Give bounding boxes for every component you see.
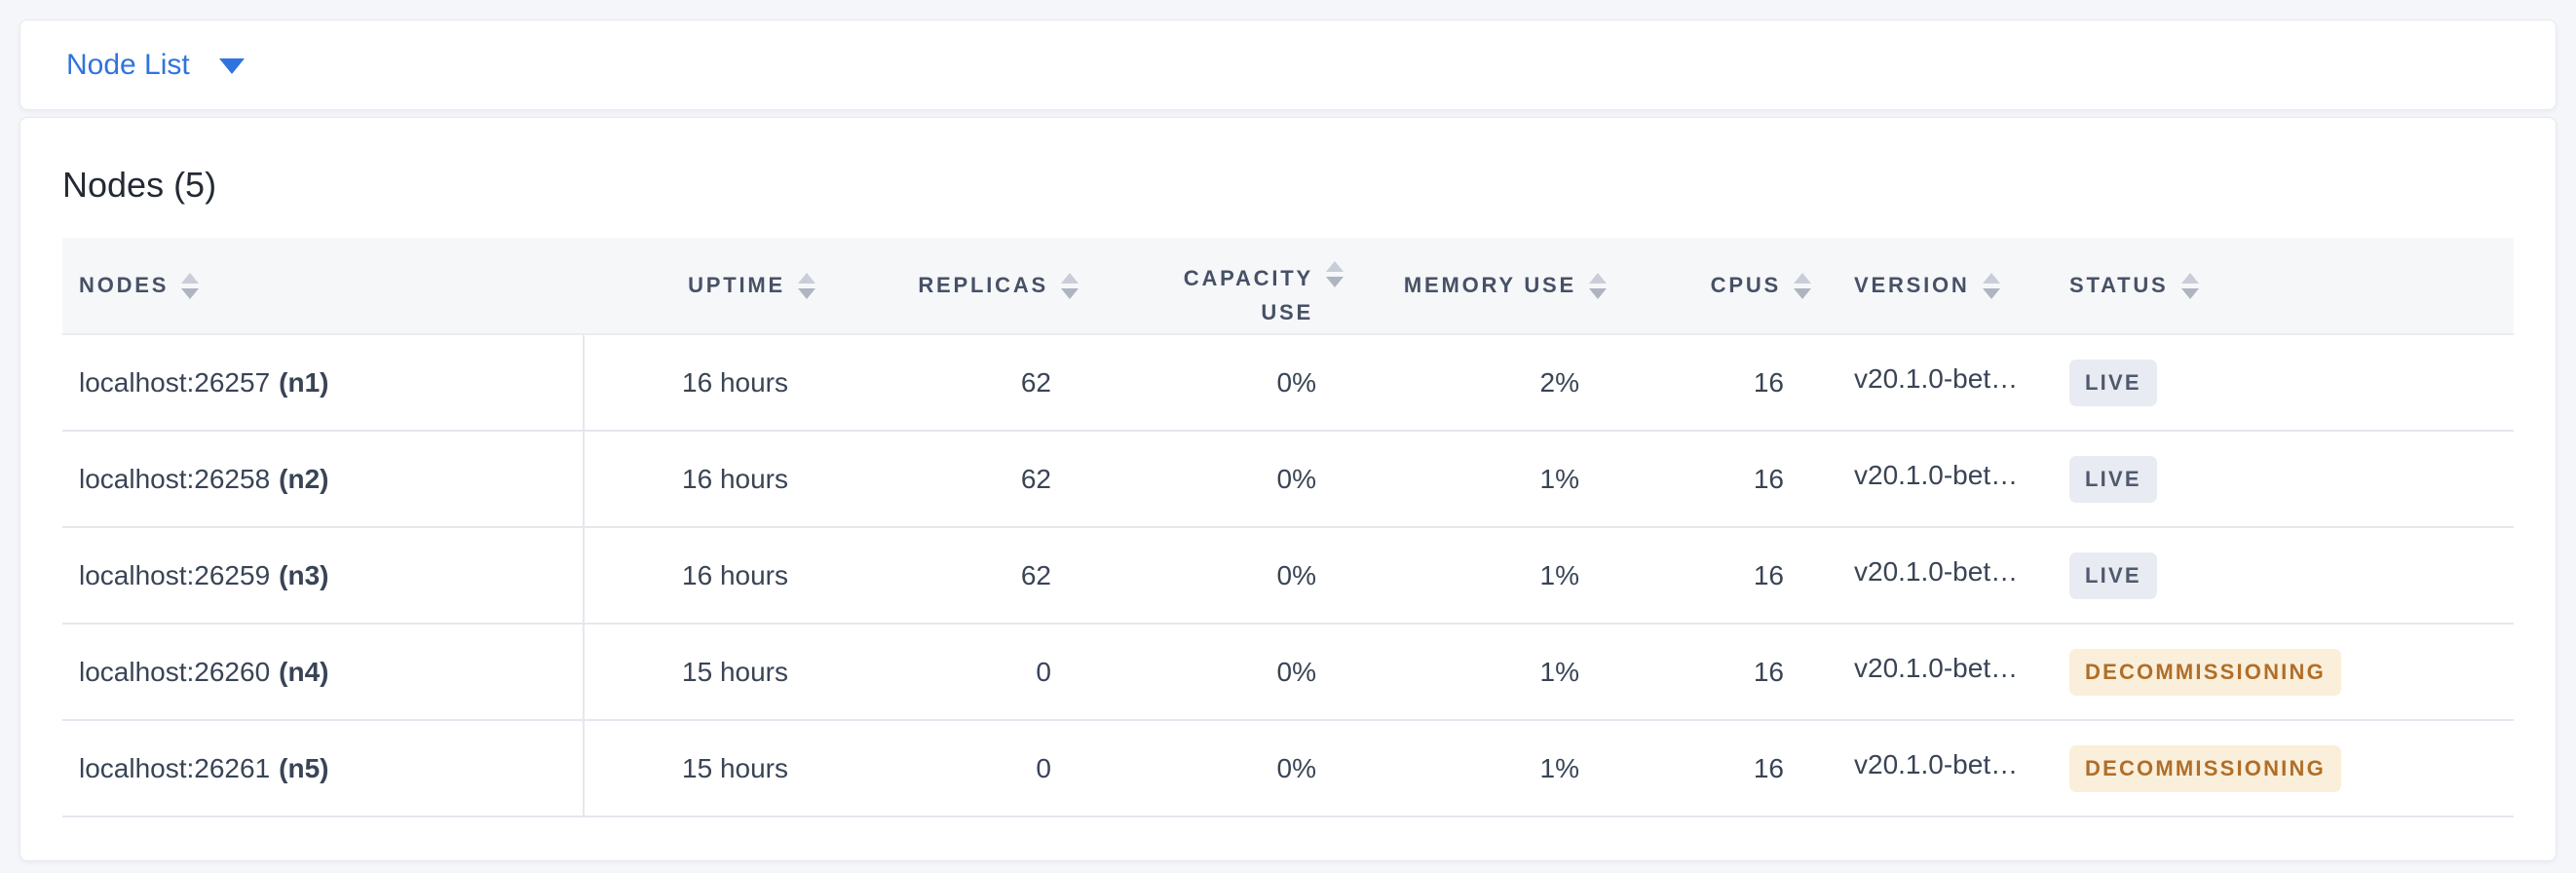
node-link[interactable]: localhost:26259 [79, 559, 271, 590]
cell-capacity-use: 0% [1090, 334, 1355, 432]
version-text: v20.1.0-bet… [1854, 749, 2019, 779]
cell-version: v20.1.0-bet… [1823, 720, 2057, 817]
version-text: v20.1.0-bet… [1854, 653, 2019, 683]
column-label: STATUS [2069, 273, 2169, 297]
sort-icon [1589, 272, 1607, 299]
table-row: localhost:26261 (n5) 15 hours 0 0% 1% 16 … [62, 720, 2514, 817]
table-header-row: NODES UPTIME REPLICAS [62, 238, 2514, 335]
column-label: UPTIME [688, 273, 785, 297]
node-link[interactable]: localhost:26260 [79, 656, 271, 687]
status-badge: LIVE [2069, 455, 2157, 503]
cell-node: localhost:26258 (n2) [62, 431, 585, 528]
status-badge: LIVE [2069, 551, 2157, 599]
node-id: (n3) [279, 559, 329, 590]
cell-version: v20.1.0-bet… [1823, 624, 2057, 721]
cell-cpus: 16 [1618, 720, 1823, 817]
sort-icon [1794, 272, 1811, 299]
cell-capacity-use: 0% [1090, 431, 1355, 528]
cell-replicas: 62 [827, 431, 1090, 528]
node-link[interactable]: localhost:26257 [79, 366, 271, 398]
table-row: localhost:26260 (n4) 15 hours 0 0% 1% 16 … [62, 624, 2514, 721]
column-header-memory-use[interactable]: MEMORY USE [1355, 238, 1618, 335]
nodes-table: NODES UPTIME REPLICAS [62, 238, 2514, 817]
cell-capacity-use: 0% [1090, 720, 1355, 817]
version-text: v20.1.0-bet… [1854, 460, 2019, 490]
cell-capacity-use: 0% [1090, 624, 1355, 721]
column-header-replicas[interactable]: REPLICAS [827, 238, 1090, 335]
cell-node: localhost:26257 (n1) [62, 334, 585, 432]
sort-icon [1326, 261, 1344, 287]
node-id: (n2) [279, 463, 329, 494]
column-label: CPUS [1710, 273, 1781, 297]
cell-status: LIVE [2057, 527, 2514, 625]
column-label: CAPACITY USE [1183, 266, 1313, 325]
column-header-nodes[interactable]: NODES [62, 238, 584, 335]
cell-status: DECOMMISSIONING [2057, 624, 2514, 721]
column-header-capacity-use[interactable]: CAPACITY USE [1090, 238, 1355, 335]
cell-version: v20.1.0-bet… [1823, 334, 2057, 432]
cell-node: localhost:26260 (n4) [62, 624, 585, 721]
status-badge: DECOMMISSIONING [2069, 648, 2341, 696]
cell-memory-use: 2% [1355, 334, 1618, 432]
table-row: localhost:26259 (n3) 16 hours 62 0% 1% 16… [62, 527, 2514, 625]
cell-uptime: 16 hours [584, 527, 827, 625]
cell-node: localhost:26261 (n5) [62, 720, 585, 817]
column-header-uptime[interactable]: UPTIME [584, 238, 827, 335]
version-text: v20.1.0-bet… [1854, 556, 2019, 587]
column-label: VERSION [1854, 273, 1970, 297]
cell-replicas: 62 [827, 334, 1090, 432]
column-label: REPLICAS [918, 273, 1048, 297]
cell-replicas: 0 [827, 624, 1090, 721]
panel-title: Nodes (5) [62, 165, 217, 205]
node-link[interactable]: localhost:26258 [79, 463, 271, 494]
column-header-version[interactable]: VERSION [1823, 238, 2057, 335]
nodes-panel: Nodes (5) NODES UPTIME [19, 117, 2557, 861]
column-label: NODES [79, 273, 170, 297]
node-id: (n5) [279, 752, 329, 783]
status-badge: DECOMMISSIONING [2069, 744, 2341, 792]
cell-cpus: 16 [1618, 527, 1823, 625]
cell-memory-use: 1% [1355, 624, 1618, 721]
caret-down-icon [218, 58, 245, 74]
version-text: v20.1.0-bet… [1854, 363, 2019, 394]
node-id: (n1) [279, 366, 329, 398]
status-badge: LIVE [2069, 359, 2157, 406]
cell-uptime: 15 hours [584, 720, 827, 817]
node-link[interactable]: localhost:26261 [79, 752, 271, 783]
view-selector-card: Node List [19, 19, 2557, 110]
cell-replicas: 0 [827, 720, 1090, 817]
sort-icon [181, 272, 200, 299]
sort-icon [798, 272, 815, 299]
view-selector-label: Node List [66, 48, 190, 81]
cell-status: LIVE [2057, 334, 2514, 432]
sort-icon [1982, 272, 2000, 299]
cell-uptime: 16 hours [584, 431, 827, 528]
cell-node: localhost:26259 (n3) [62, 527, 585, 625]
cell-version: v20.1.0-bet… [1823, 431, 2057, 528]
cell-uptime: 15 hours [584, 624, 827, 721]
sort-icon [1061, 272, 1079, 299]
cell-capacity-use: 0% [1090, 527, 1355, 625]
cell-memory-use: 1% [1355, 431, 1618, 528]
node-id: (n4) [279, 656, 329, 687]
table-row: localhost:26257 (n1) 16 hours 62 0% 2% 16… [62, 334, 2514, 432]
column-header-status[interactable]: STATUS [2057, 238, 2514, 335]
cell-cpus: 16 [1618, 431, 1823, 528]
view-selector-dropdown[interactable]: Node List [66, 48, 245, 81]
cell-cpus: 16 [1618, 334, 1823, 432]
cell-status: LIVE [2057, 431, 2514, 528]
column-label: MEMORY USE [1403, 273, 1576, 297]
cell-replicas: 62 [827, 527, 1090, 625]
cell-memory-use: 1% [1355, 527, 1618, 625]
cell-status: DECOMMISSIONING [2057, 720, 2514, 817]
cell-cpus: 16 [1618, 624, 1823, 721]
cell-version: v20.1.0-bet… [1823, 527, 2057, 625]
sort-icon [2180, 272, 2199, 299]
table-row: localhost:26258 (n2) 16 hours 62 0% 1% 16… [62, 431, 2514, 528]
cell-memory-use: 1% [1355, 720, 1618, 817]
cell-uptime: 16 hours [584, 334, 827, 432]
column-header-cpus[interactable]: CPUS [1618, 238, 1823, 335]
